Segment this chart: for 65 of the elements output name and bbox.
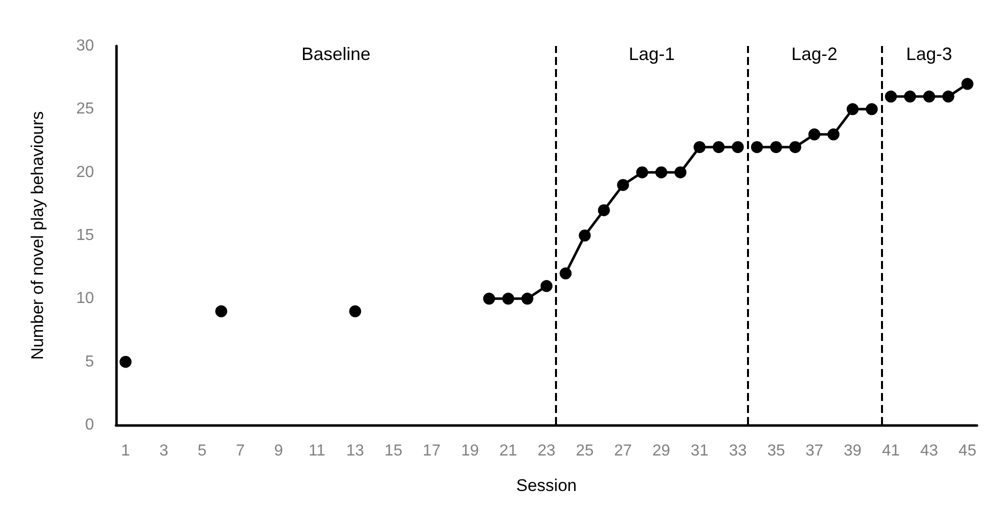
x-tick-label: 27 <box>614 442 632 460</box>
x-tick-label: 45 <box>958 442 976 460</box>
x-tick-label: 33 <box>728 442 747 460</box>
point <box>712 141 725 154</box>
point <box>923 90 936 103</box>
point <box>560 267 572 280</box>
point <box>617 178 630 191</box>
point <box>866 103 878 116</box>
x-tick-label: 37 <box>805 442 824 460</box>
x-tick-label: 35 <box>767 442 786 460</box>
y-axis-title: Number of novel play behaviours <box>28 111 47 360</box>
y-tick-label: 20 <box>76 164 94 181</box>
x-tick-label: 19 <box>461 442 479 460</box>
point <box>808 128 820 140</box>
point <box>120 356 132 368</box>
x-tick-label: 15 <box>384 442 402 460</box>
point <box>483 292 496 305</box>
x-tick-label: 21 <box>499 442 518 460</box>
point <box>694 141 706 154</box>
x-tick-label: 25 <box>576 442 594 460</box>
x-tick-label: 9 <box>274 442 284 460</box>
point <box>846 103 859 116</box>
y-tick-label: 0 <box>85 416 94 434</box>
annotation: Baseline <box>302 44 371 64</box>
x-tick-label: 17 <box>422 442 441 460</box>
x-tick-label: 3 <box>159 442 168 460</box>
annotation: Lag-3 <box>906 44 952 64</box>
x-axis-title: Session <box>516 476 577 495</box>
point <box>674 166 686 178</box>
y-tick-label: 25 <box>76 100 94 118</box>
x-tick-label: 41 <box>882 442 900 460</box>
point <box>598 204 610 216</box>
x-tick-label: 39 <box>844 442 862 460</box>
y-tick-label: 10 <box>76 290 94 308</box>
point <box>770 141 782 154</box>
point <box>540 280 552 292</box>
x-tick-label: 1 <box>121 442 130 460</box>
x-tick-label: 5 <box>198 442 207 460</box>
point <box>636 166 648 178</box>
point <box>732 141 744 154</box>
point <box>578 230 591 242</box>
y-tick-label: 30 <box>76 38 94 54</box>
x-tick-label: 29 <box>652 442 670 460</box>
point <box>502 292 514 305</box>
point <box>942 90 954 103</box>
annotation: Lag-2 <box>791 44 838 64</box>
x-tick-label: 7 <box>236 442 245 460</box>
point <box>215 305 228 318</box>
x-tick-label: 23 <box>538 442 556 460</box>
point <box>961 78 974 90</box>
annotation: Lag-1 <box>628 44 675 64</box>
point <box>789 141 802 154</box>
y-tick-label: 15 <box>76 227 94 244</box>
x-tick-label: 31 <box>690 442 709 460</box>
x-tick-label: 11 <box>308 442 326 460</box>
point <box>349 305 362 318</box>
x-tick-label: 43 <box>920 442 938 460</box>
point <box>521 292 534 305</box>
point <box>655 166 668 178</box>
point <box>904 90 916 103</box>
point <box>884 90 897 103</box>
point <box>750 141 763 154</box>
x-tick-label: 13 <box>346 442 364 460</box>
point <box>828 128 840 140</box>
y-tick-label: 5 <box>85 353 94 370</box>
